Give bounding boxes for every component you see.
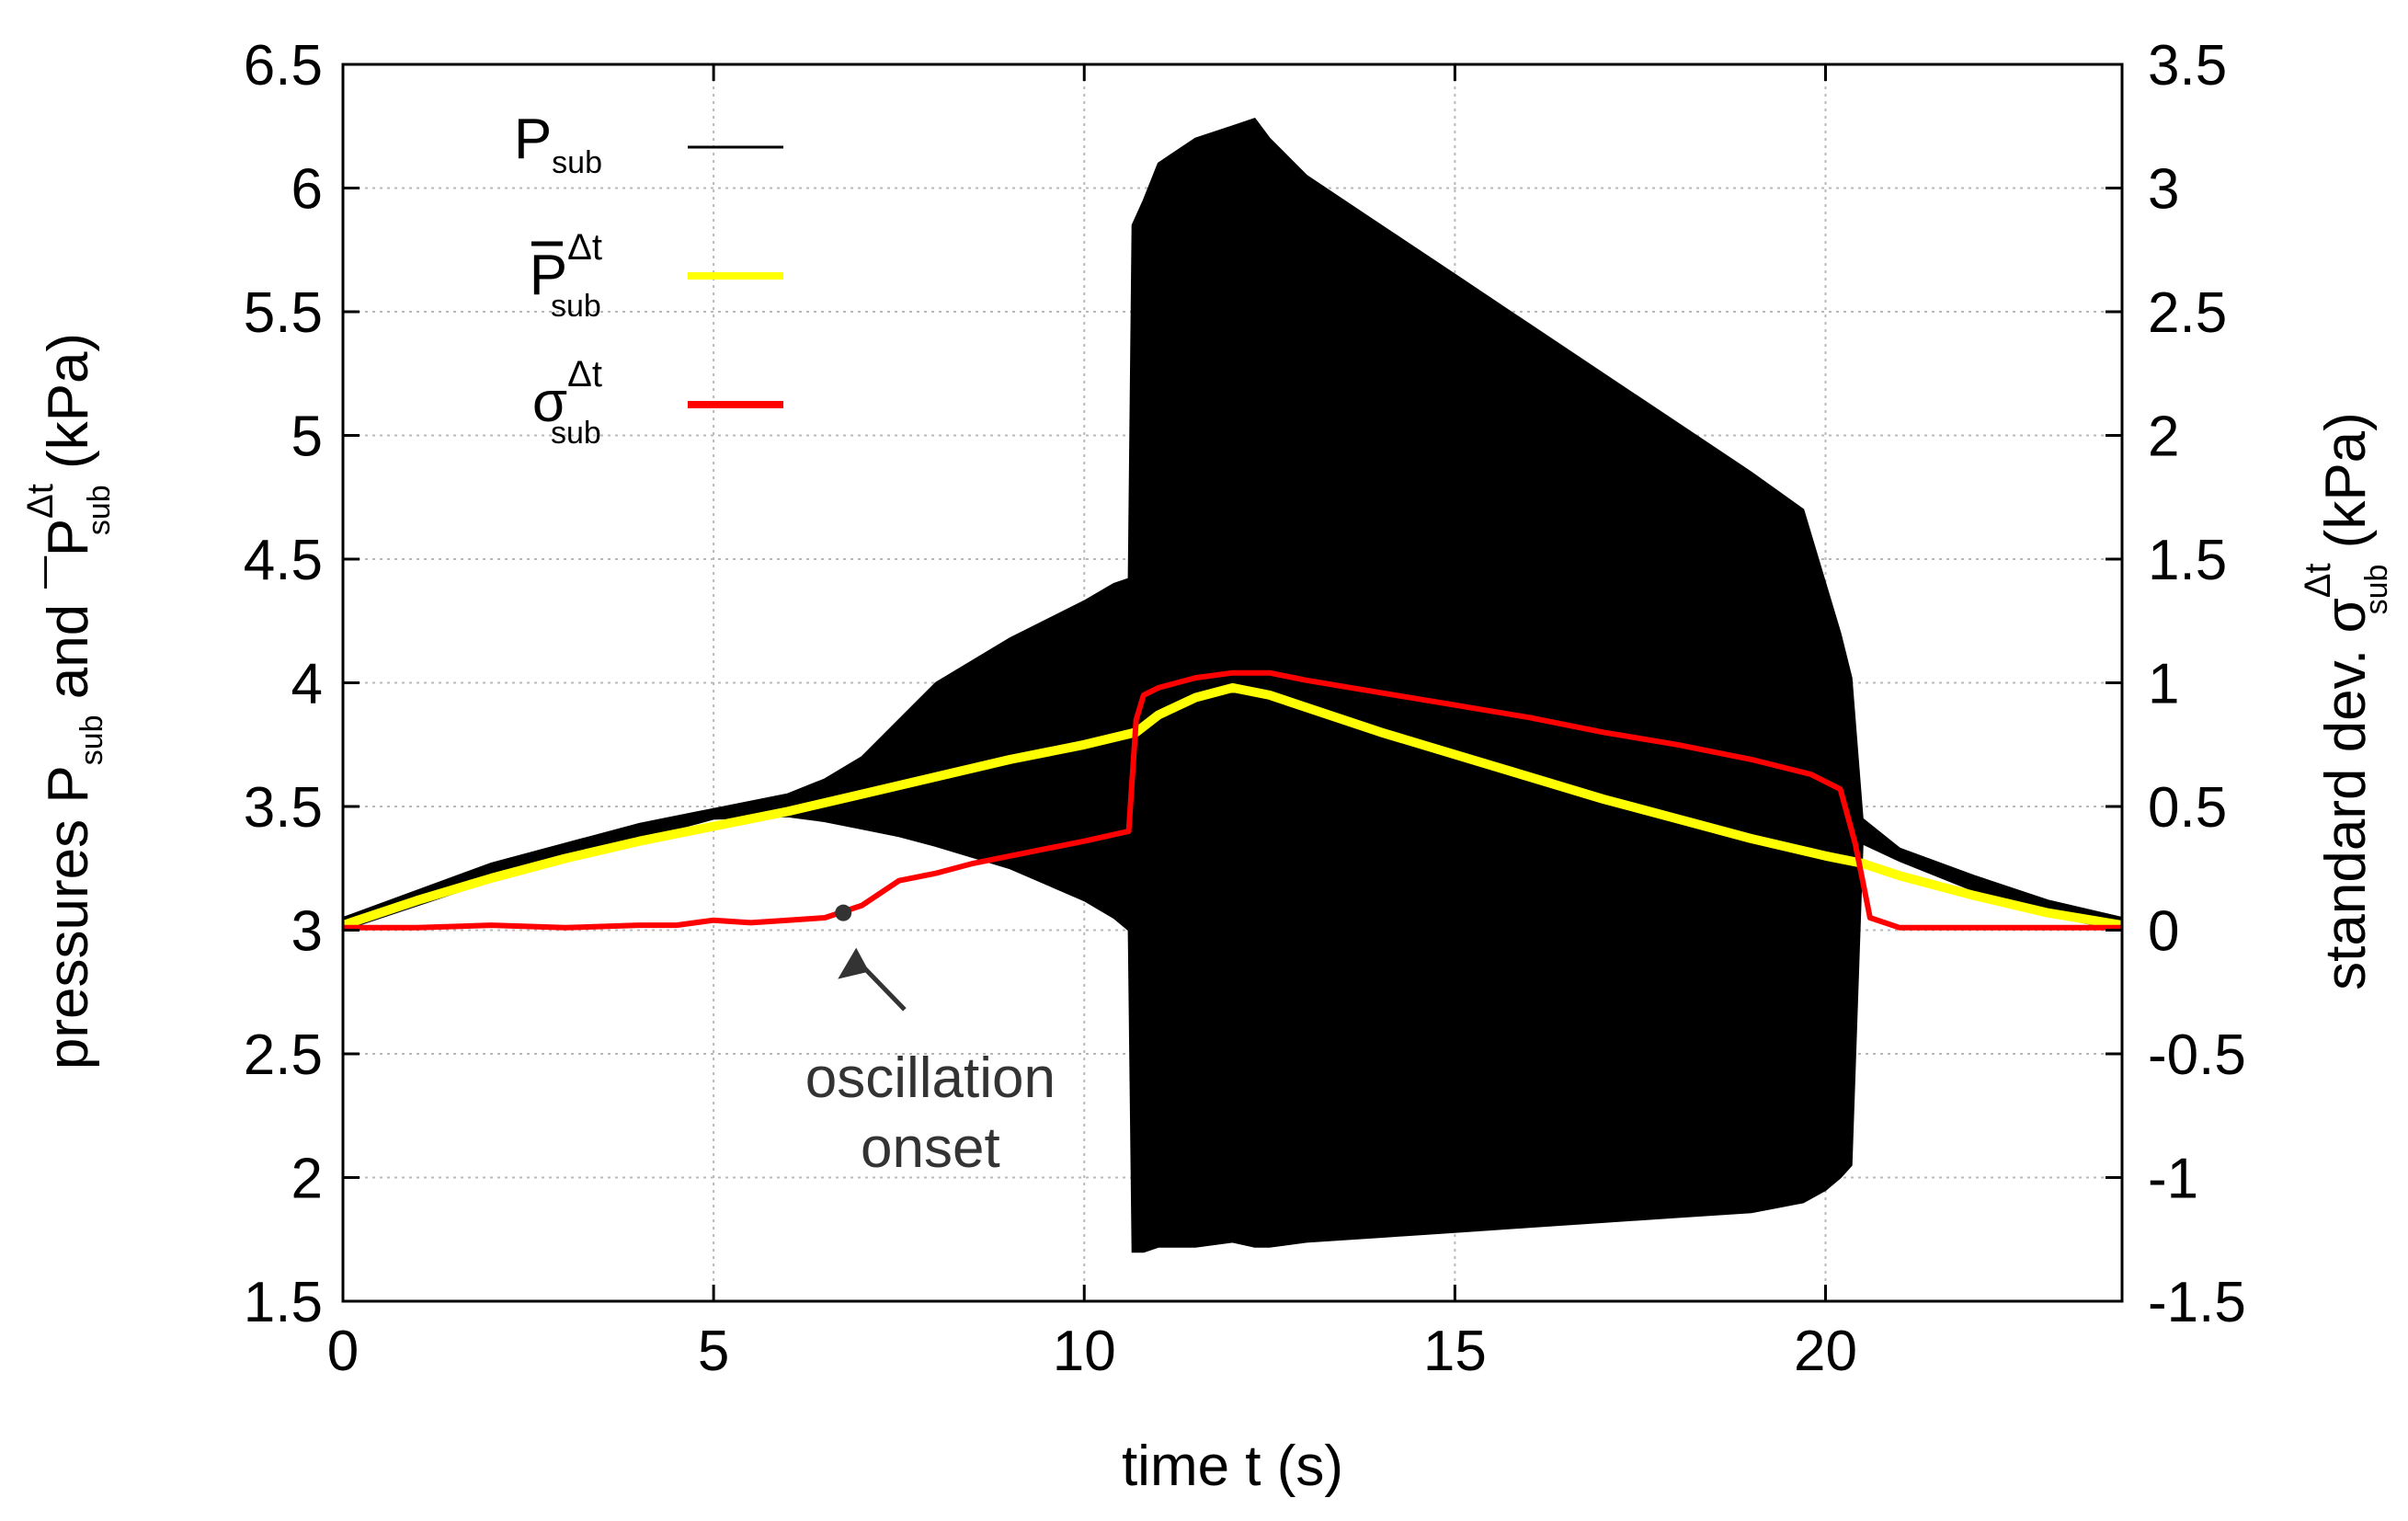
y-tick-label: 2: [291, 1148, 323, 1211]
y2-tick-label: -0.5: [2148, 1024, 2246, 1087]
x-tick-label: 15: [1423, 1320, 1487, 1383]
axis-titles: time t (s) pressures Psub and ¯PΔt sub (kP…: [20, 333, 2394, 1498]
y-tick-label: 4.5: [244, 529, 323, 592]
y-tick-label: 3.5: [244, 776, 323, 840]
y2-tick-label: 2.5: [2148, 281, 2227, 345]
annotation-text: oscillation: [805, 1046, 1056, 1110]
annotation-arrowhead: [838, 947, 870, 979]
y-tick-label: 6.5: [244, 34, 323, 97]
y-tick-label: 5.5: [244, 281, 323, 345]
x-tick-label: 20: [1794, 1320, 1857, 1383]
y2-tick-label: 3.5: [2148, 34, 2227, 97]
y2-tick-label: 1: [2148, 653, 2179, 716]
y2-tick-label: 2: [2148, 406, 2179, 469]
legend-label: σΔt sub: [532, 354, 602, 451]
grid: [343, 64, 2122, 1301]
y2-tick-label: -1.5: [2148, 1271, 2246, 1334]
y2-axis-title-text: standard dev. σΔt sub (kPa): [2298, 412, 2394, 990]
y-axis-title-text: pressures Psub and ¯PΔt sub (kPa): [20, 333, 117, 1069]
legend-label: PΔt sub: [530, 227, 602, 324]
y2-tick-label: 0: [2148, 900, 2179, 964]
x-tick-label: 0: [327, 1320, 359, 1383]
y-tick-label: 5: [291, 406, 323, 469]
y2-axis-title: standard dev. σΔt sub (kPa): [2298, 412, 2394, 990]
annotation-marker: [835, 904, 852, 921]
x-axis-title: time t (s): [1122, 1435, 1343, 1498]
x-tick-label: 10: [1053, 1320, 1116, 1383]
legend-label: Psub: [514, 108, 602, 180]
y-tick-label: 3: [291, 900, 323, 964]
y-tick-label: 4: [291, 653, 323, 716]
y-tick-label: 1.5: [244, 1271, 323, 1334]
sigma-sub-series: [343, 669, 2122, 931]
y-axis-title: pressures Psub and ¯PΔt sub (kPa): [20, 333, 117, 1069]
p-sub-mean-series: [341, 682, 2123, 931]
y2-tick-label: 1.5: [2148, 529, 2227, 592]
ticks: 0 5 10 15 201.522.533.544.555.566.5-1.5-1-0.…: [244, 34, 2246, 1383]
legend: Psub PΔt sub σΔt sub: [514, 108, 783, 451]
y2-tick-label: 0.5: [2148, 776, 2227, 840]
x-tick-label: 5: [698, 1320, 729, 1383]
annotation-text: onset: [861, 1116, 1000, 1180]
y-tick-label: 6: [291, 158, 323, 222]
plot-area: [341, 118, 2123, 1253]
y2-tick-label: -1: [2148, 1148, 2198, 1211]
y-tick-label: 2.5: [244, 1024, 323, 1087]
y2-tick-label: 3: [2148, 158, 2179, 222]
